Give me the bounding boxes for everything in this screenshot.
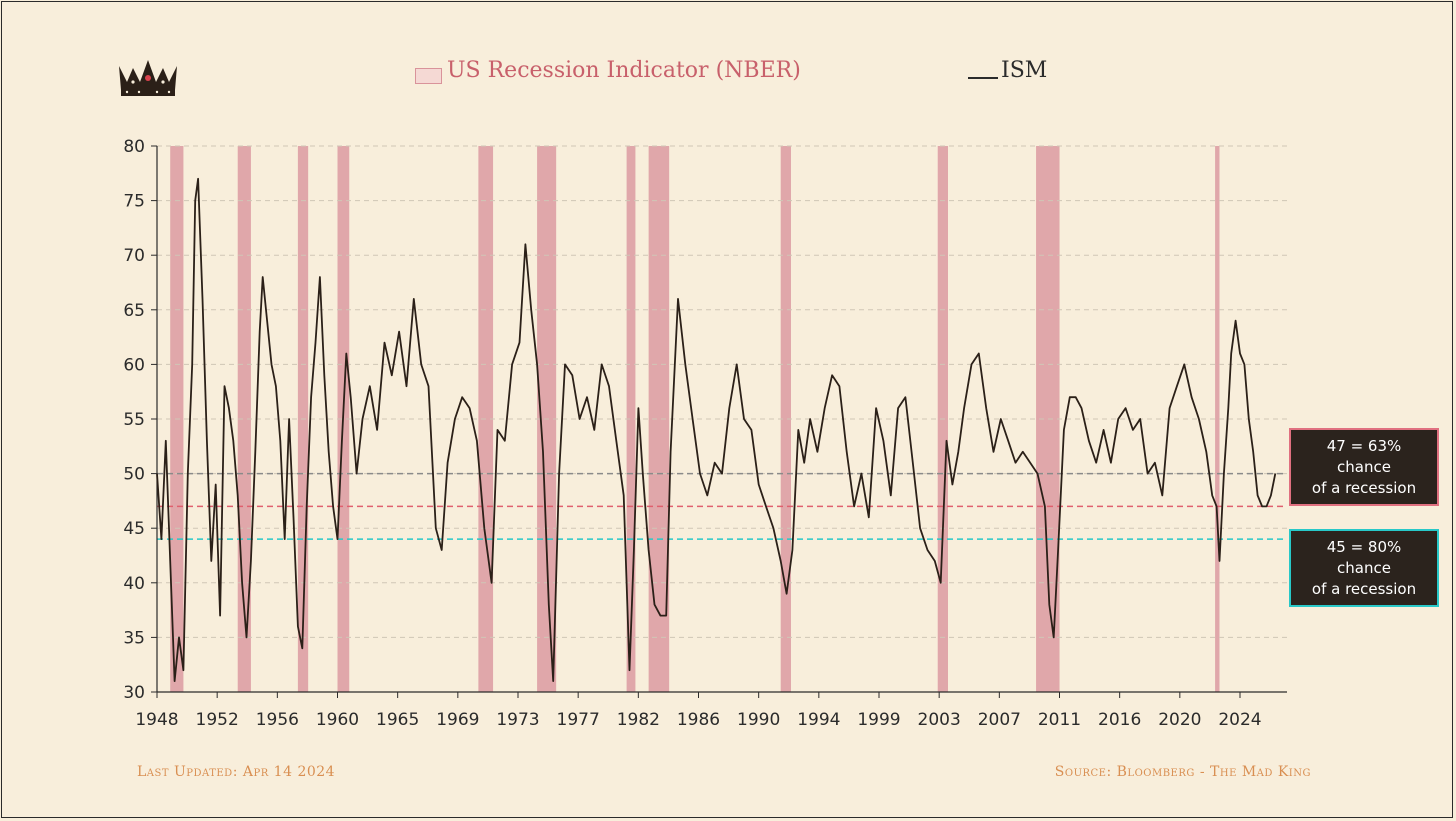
x-tick-label-1986: 1986 (677, 710, 720, 730)
annotation-47-line2: chance (1337, 458, 1391, 476)
last-updated-label: Last Updated: Apr 14 2024 (137, 764, 336, 780)
x-tick-label-1952: 1952 (196, 710, 239, 730)
legend-ism-swatch (968, 77, 998, 79)
recession-band-7 (648, 146, 670, 692)
recession-band-11 (1215, 146, 1220, 692)
recession-band-10 (1036, 146, 1060, 692)
y-tick-label-30: 30 (123, 683, 145, 703)
x-tick-label-1956: 1956 (256, 710, 299, 730)
annotation-47-value: 47 = 63% (1326, 437, 1402, 455)
x-tick-label-2016: 2016 (1098, 710, 1141, 730)
x-tick-label-2024: 2024 (1218, 710, 1261, 730)
series-line-ism (156, 177, 1277, 682)
gridlines (157, 145, 1287, 638)
annotation-45-value: 45 = 80% (1326, 538, 1402, 556)
x-tick-label-1982: 1982 (617, 710, 660, 730)
x-tick-label-1969: 1969 (436, 710, 479, 730)
recession-band-6 (626, 146, 636, 692)
annotation-45-line3: of a recession (1311, 580, 1417, 598)
annotation-45-box: 45 = 80% chance of a recession (1289, 529, 1439, 607)
tick-labels: 30 35 40 45 50 55 60 65 70 75 80 1948 1952 1956 1960 19… (123, 137, 1261, 730)
reference-lines (157, 472, 1287, 540)
x-tick-label-1948: 1948 (135, 710, 178, 730)
x-tick-label-2011: 2011 (1038, 710, 1081, 730)
x-tick-label-1990: 1990 (737, 710, 780, 730)
crown-icon (119, 60, 177, 96)
x-tick-label-1977: 1977 (557, 710, 600, 730)
x-tick-label-1965: 1965 (376, 710, 419, 730)
annotation-47-box: 47 = 63% chance of a recession (1289, 428, 1439, 506)
axes (151, 145, 1287, 698)
y-tick-label-55: 55 (123, 410, 145, 430)
y-tick-label-80: 80 (123, 137, 145, 157)
x-tick-label-2007: 2007 (978, 710, 1021, 730)
annotation-47-line3: of a recession (1311, 479, 1417, 497)
x-tick-label-1973: 1973 (496, 710, 539, 730)
x-tick-label-2003: 2003 (918, 710, 961, 730)
x-tick-label-1994: 1994 (797, 710, 840, 730)
y-tick-label-70: 70 (123, 246, 145, 266)
y-tick-label-40: 40 (123, 574, 145, 594)
y-tick-label-50: 50 (123, 465, 145, 485)
y-tick-label-45: 45 (123, 519, 145, 539)
y-tick-label-65: 65 (123, 301, 145, 321)
source-label: Source: Bloomberg - The Mad King (1054, 764, 1311, 780)
x-tick-label-2020: 2020 (1158, 710, 1201, 730)
legend-ism-label: ISM (1001, 58, 1048, 83)
y-tick-label-75: 75 (123, 192, 145, 212)
x-tick-label-1999: 1999 (857, 710, 900, 730)
series-layer (156, 177, 1277, 682)
annotation-45-line2: chance (1337, 559, 1391, 577)
x-tick-label-1960: 1960 (316, 710, 359, 730)
legend-recession-swatch (415, 68, 442, 84)
recession-band-8 (780, 146, 791, 692)
y-tick-label-35: 35 (123, 628, 145, 648)
legend-recession-label: US Recession Indicator (NBER) (447, 58, 801, 83)
y-tick-label-60: 60 (123, 355, 145, 375)
